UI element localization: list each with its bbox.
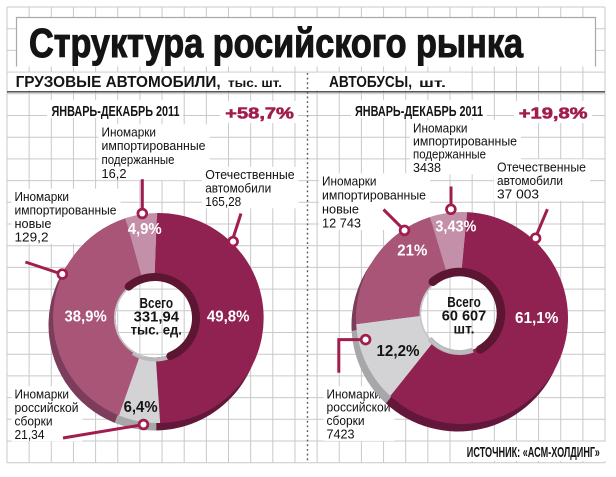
svg-text:новые: новые [322,203,359,217]
svg-text:61,1%: 61,1% [515,310,559,327]
svg-text:российской: российской [327,401,391,415]
svg-text:12,2%: 12,2% [377,343,420,360]
svg-text:шт.: шт. [454,320,475,336]
svg-text:21%: 21% [397,243,427,260]
svg-text:ГРУЗОВЫЕ АВТОМОБИЛИ,: ГРУЗОВЫЕ АВТОМОБИЛИ, [16,74,221,91]
svg-text:37 003: 37 003 [497,187,539,201]
svg-text:4,9%: 4,9% [128,221,162,238]
svg-text:АВТОБУСЫ,: АВТОБУСЫ, [329,74,412,91]
svg-text:сборки: сборки [15,414,53,428]
svg-text:Иномарки: Иномарки [15,387,70,401]
svg-text:+58,7%: +58,7% [225,105,294,122]
svg-text:тыс. шт.: тыс. шт. [228,76,282,90]
svg-text:ЯНВАРЬ-ДЕКАБРЬ 2011: ЯНВАРЬ-ДЕКАБРЬ 2011 [355,103,483,120]
svg-text:49,8%: 49,8% [207,309,250,326]
svg-text:Отечественные: Отечественные [205,168,294,182]
svg-text:12 743: 12 743 [322,217,361,231]
svg-text:импортированные: импортированные [322,189,426,203]
svg-text:импортированные: импортированные [15,203,117,217]
svg-text:6,4%: 6,4% [124,399,158,416]
svg-text:Иномарки: Иномарки [413,121,468,135]
svg-text:3438: 3438 [413,161,441,175]
svg-text:Структура росийского рынка: Структура росийского рынка [29,20,524,66]
svg-text:21,34: 21,34 [15,428,45,442]
svg-text:импортированные: импортированные [413,135,517,149]
svg-text:3,43%: 3,43% [435,218,476,235]
svg-text:331,94: 331,94 [134,309,179,325]
svg-text:шт.: шт. [419,76,446,90]
svg-text:Иномарки: Иномарки [102,125,157,139]
svg-text:Всего: Всего [447,294,481,311]
svg-text:16,2: 16,2 [102,167,127,181]
svg-text:+19,8%: +19,8% [519,105,588,122]
svg-text:подержанные: подержанные [102,153,175,167]
svg-text:Иномарки: Иномарки [327,387,382,401]
svg-text:российской: российской [15,401,79,415]
svg-text:7423: 7423 [327,428,355,442]
svg-text:импортированные: импортированные [102,139,206,153]
svg-text:автомобили: автомобили [497,174,563,188]
svg-text:сборки: сборки [327,414,365,428]
svg-text:Иномарки: Иномарки [322,175,377,189]
svg-text:ИСТОЧНИК: «АСМ-ХОЛДИНГ»: ИСТОЧНИК: «АСМ-ХОЛДИНГ» [467,444,600,461]
svg-text:тыс. ед.: тыс. ед. [131,321,182,337]
svg-text:60 607: 60 607 [442,308,487,324]
svg-text:Иномарки: Иномарки [15,190,70,204]
svg-text:Отечественные: Отечественные [497,160,586,174]
svg-text:автомобили: автомобили [205,181,271,195]
svg-text:129,2: 129,2 [15,230,49,244]
svg-text:новые: новые [15,217,52,231]
svg-text:Всего: Всего [140,295,174,312]
svg-text:165,28: 165,28 [205,195,241,209]
svg-text:ЯНВАРЬ-ДЕКАБРЬ 2011: ЯНВАРЬ-ДЕКАБРЬ 2011 [52,103,180,120]
svg-text:38,9%: 38,9% [65,309,107,326]
svg-text:подержанные: подержанные [413,148,486,162]
